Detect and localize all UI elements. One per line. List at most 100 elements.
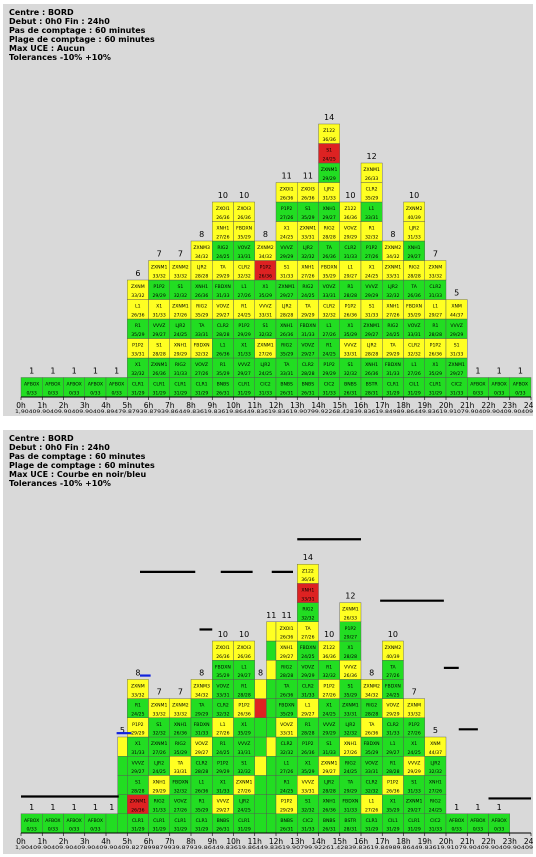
cell-label: 33/31 (344, 711, 357, 717)
cell-label: 36/36 (344, 215, 357, 221)
bar-cell: P1P2 29/29 (318, 357, 340, 378)
cell-label: ZXNM1 (406, 799, 423, 805)
bar-cell: VOVZ 29/27 (297, 338, 319, 359)
chart-header-bottom: Centre : BORD Debut : 0h0 Fin : 24h0 Pas… (9, 434, 155, 488)
header-max-uce: Max UCE : Courbe en noir/bleu (9, 470, 147, 479)
bar-cell: X1 28/28 (339, 640, 362, 661)
cell-label: 33/32 (174, 711, 187, 717)
header-debut: Debut : 0h0 Fin : 24h0 (9, 443, 110, 452)
cell-label: ZXOI1 (216, 206, 230, 212)
bar-cell: AFBOX 0/33 (63, 377, 85, 398)
bar-cell: TA 29/29 (297, 299, 319, 320)
cell-label: ZXNM1 (151, 362, 168, 368)
cell-label: 31/33 (344, 807, 357, 813)
bar: CIL1 31/29 L1 27/26 CLR2 32/32 VOVZ 33/31 FBDXN 3… (403, 191, 425, 398)
cell-label: LJR2 (282, 304, 292, 310)
cell-label: ZXNM (407, 703, 421, 709)
cell-label: 32/32 (344, 371, 357, 377)
cell-label: ZXNM2 (257, 245, 274, 251)
bar-cell: XNH1 33/31 (297, 583, 319, 603)
cell-label: CLR1 (366, 818, 378, 824)
cell-label: LJR2 (367, 343, 377, 349)
cell-label: CLR2 (217, 703, 229, 709)
cell-label: VVVZ (408, 760, 421, 766)
cell-label: 32/32 (301, 807, 314, 813)
bar-cell: ZXNM2 34/32 (382, 240, 404, 261)
cell-label: 35/29 (323, 274, 336, 280)
bar-cell: XNH1 29/27 (275, 640, 298, 661)
bar-cell: XNH1 26/36 (275, 318, 298, 339)
bar-cell: P1P2 27/26 (403, 717, 425, 738)
cell-label: TA (325, 245, 332, 251)
bar: BNBS 26/31 CLR2 28/28 VOVZ 29/27 FBDXN 31/33 TA 2… (297, 172, 319, 398)
cell-label: VOVZ (216, 304, 229, 310)
x-tick-label: 3h (80, 837, 90, 846)
bar-cell: CLR1 31/29 (127, 813, 149, 834)
x-tick-label: 22h (481, 837, 496, 846)
cell-label: X1 (220, 779, 226, 785)
cell-label: 35/29 (365, 750, 378, 756)
x-tick-label: 1h (37, 837, 47, 846)
cell-label: R1 (432, 323, 438, 329)
cell-label: S1 (326, 148, 332, 154)
bar-cell: ZXNM1 33/32 (148, 260, 170, 281)
cell-label: 26/36 (131, 313, 144, 319)
cell-label: AFBOX (24, 818, 39, 824)
cell-label: 31/29 (386, 827, 399, 833)
cell-label: S1 (156, 722, 162, 728)
cell-label: 24/25 (386, 692, 399, 698)
bar-cell: ZXNM1 26/33 (360, 162, 383, 183)
cell-label: 27/26 (280, 769, 293, 775)
cell-label: 35/29 (280, 711, 293, 717)
cell-label: 0/33 (90, 827, 100, 833)
cell-label: RIG2 (281, 664, 292, 670)
cell-label: VOVZ (344, 226, 357, 232)
header-centre: Centre : BORD (9, 434, 74, 443)
bar: CLR1 31/29 VOVZ 27/26 FBDXN 32/32 TA 33/31 RIG2 3… (169, 688, 192, 834)
x-tick-label: 14h (311, 837, 326, 846)
bar-cell: AFBOX 0/33 (20, 377, 43, 398)
cell-label: ZXNM1 (385, 265, 402, 271)
cell-label: 31/29 (365, 827, 378, 833)
cell-label: 31/33 (153, 807, 166, 813)
cell-label: 29/29 (301, 673, 314, 679)
cell-label: 26/36 (280, 332, 293, 338)
cell-label: P1P2 (387, 779, 398, 785)
cell-label: 29/29 (216, 274, 229, 280)
bar-cell: CLR1 31/29 (148, 377, 170, 398)
bar-cell: TA 26/36 (318, 240, 340, 261)
bar-cell: CLR2 28/28 (190, 756, 213, 776)
cell-label: AFBOX (470, 382, 485, 388)
bar-cell: CLR1 31/29 (360, 813, 383, 834)
bar-cell: TA 29/29 (190, 698, 213, 719)
data-label: 7 (178, 250, 183, 259)
cell-label: 34/32 (259, 254, 272, 260)
cell-label: ZXNM1 (236, 779, 253, 785)
bar-cell (117, 736, 128, 757)
data-label: 1 (50, 803, 55, 812)
bar-cell: CIC2 31/33 (445, 377, 468, 398)
cell-label: 26/31 (280, 391, 293, 397)
cell-label: CLR1 (174, 818, 186, 824)
cell-label: S1 (156, 343, 162, 349)
bar-cell: X1 24/25 (275, 221, 298, 242)
bar-cell: AFBOX 0/33 (63, 813, 85, 834)
cell-label: 24/25 (301, 654, 314, 660)
bar-cell: S1 28/28 (127, 775, 149, 795)
bar-cell: VVVZ 29/27 (127, 756, 149, 776)
data-label: 11 (303, 172, 313, 181)
x-tick-label: 0h (16, 837, 26, 846)
bar-cell (117, 775, 128, 795)
bar-cell: CIC2 31/33 (297, 813, 319, 834)
cell-label: TA (283, 683, 290, 689)
cell-label: 26/31 (301, 391, 314, 397)
bar-cell: AFBOX 0/33 (488, 377, 510, 398)
bar-cell (266, 794, 277, 815)
bar-cell (266, 640, 277, 661)
cell-label: R1 (305, 722, 311, 728)
cell-label: L1 (411, 362, 417, 368)
bar-cell: P1P2 27/26 (275, 201, 298, 222)
data-label: 5 (120, 726, 125, 735)
cell-label: CLR1 (408, 818, 420, 824)
cell-label: LJR2 (345, 722, 355, 728)
